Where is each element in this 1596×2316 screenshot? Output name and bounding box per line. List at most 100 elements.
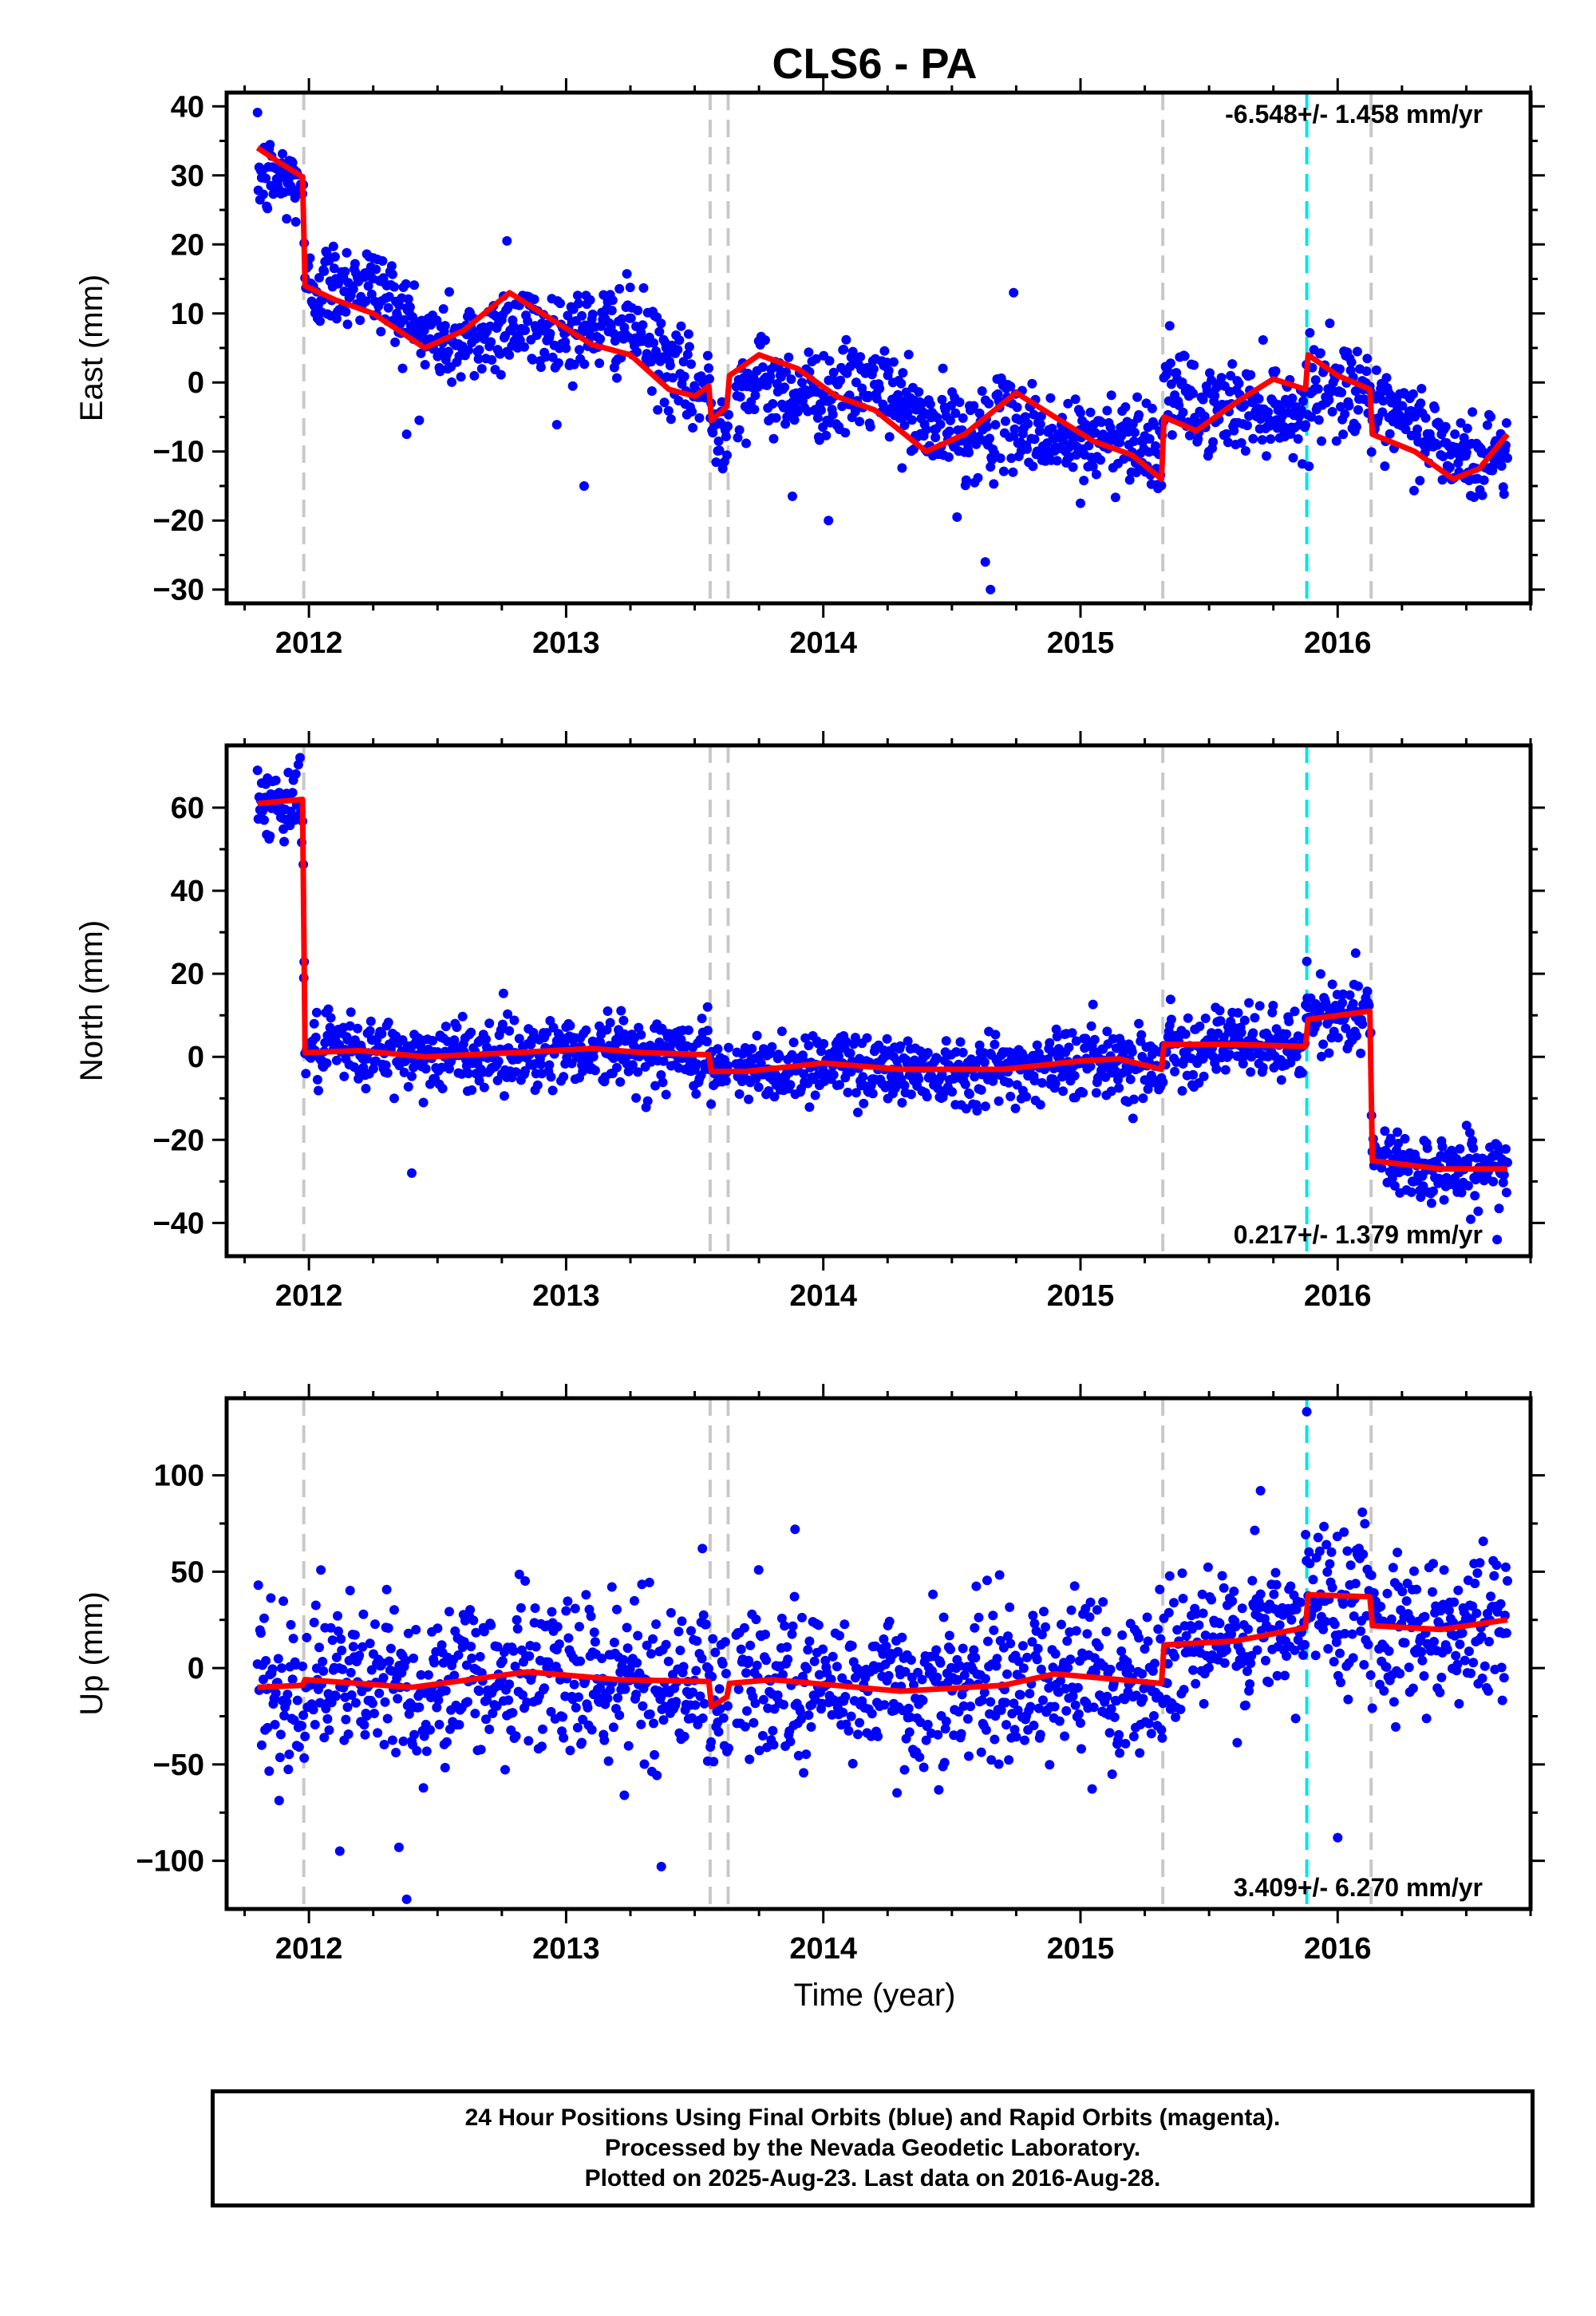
outlier-point — [986, 584, 996, 595]
data-point — [714, 1684, 725, 1694]
data-point — [804, 347, 814, 358]
data-point — [976, 1085, 986, 1095]
data-point — [449, 1035, 460, 1045]
data-point — [1460, 1655, 1470, 1666]
data-point — [360, 1729, 370, 1740]
data-point — [625, 1664, 635, 1674]
x-tick-label: 2016 — [1304, 1279, 1372, 1313]
data-point — [622, 1622, 632, 1633]
data-point — [996, 1705, 1006, 1715]
y-tick-label: 0 — [188, 1652, 204, 1686]
data-point — [753, 1565, 764, 1575]
data-point — [1426, 1198, 1436, 1208]
data-point — [553, 358, 563, 368]
data-point — [1073, 1709, 1084, 1719]
data-point — [851, 1088, 861, 1098]
data-point — [481, 1034, 491, 1045]
data-point — [1028, 461, 1038, 472]
data-point — [302, 1632, 312, 1642]
data-point — [1163, 1607, 1174, 1618]
data-point — [1078, 1088, 1088, 1098]
data-point — [1128, 437, 1139, 446]
data-point — [903, 1036, 913, 1046]
data-point — [1264, 1678, 1274, 1687]
data-point — [1149, 420, 1159, 430]
data-point — [1004, 1077, 1014, 1088]
data-point — [802, 1664, 812, 1674]
data-point — [824, 356, 835, 366]
data-point — [1071, 1626, 1081, 1636]
data-point — [1327, 406, 1337, 417]
data-point — [1001, 1697, 1010, 1708]
data-point — [1011, 1732, 1021, 1742]
data-point — [1128, 1113, 1138, 1124]
data-point — [387, 1735, 397, 1745]
data-point — [1050, 1649, 1061, 1659]
data-point — [1468, 1601, 1478, 1611]
data-point — [705, 373, 714, 384]
data-point — [527, 354, 538, 365]
data-point — [1210, 390, 1220, 401]
data-point — [636, 327, 646, 338]
data-point — [733, 433, 743, 443]
data-point — [1091, 469, 1101, 480]
data-point — [632, 347, 642, 358]
data-point — [322, 1713, 333, 1724]
data-point — [1421, 1713, 1432, 1724]
data-point — [1484, 1637, 1494, 1646]
data-point — [1301, 1529, 1311, 1539]
data-point — [1203, 1562, 1213, 1572]
data-point — [1464, 1153, 1474, 1164]
data-point — [1234, 378, 1244, 389]
y-tick-label: 50 — [171, 1555, 204, 1589]
data-point — [1203, 1662, 1214, 1673]
data-point — [1479, 475, 1489, 485]
data-point — [1280, 1670, 1290, 1681]
data-point — [1262, 451, 1271, 461]
data-point — [744, 1094, 754, 1105]
data-point — [363, 281, 373, 291]
data-point — [504, 1026, 515, 1036]
data-point — [1408, 389, 1418, 399]
data-point — [793, 1750, 804, 1761]
data-point — [694, 413, 705, 423]
data-point — [252, 108, 263, 117]
data-point — [1432, 440, 1443, 450]
data-point — [508, 1708, 518, 1718]
data-point — [913, 1667, 923, 1678]
data-point — [847, 1758, 858, 1769]
data-point — [282, 1690, 293, 1700]
data-point — [1243, 1624, 1253, 1634]
data-point — [263, 204, 273, 214]
data-point — [1063, 398, 1073, 409]
data-point — [602, 1006, 613, 1016]
data-point — [1158, 1077, 1168, 1088]
data-point — [1225, 1049, 1235, 1060]
data-point — [734, 425, 745, 435]
data-point — [1336, 401, 1345, 412]
data-point — [1363, 1639, 1373, 1650]
data-point — [1050, 1078, 1061, 1089]
data-point — [444, 1607, 454, 1617]
data-point — [832, 1662, 842, 1672]
data-point — [389, 1605, 399, 1615]
data-point — [397, 363, 408, 373]
chart-title: CLS6 - PA — [772, 40, 977, 88]
data-point — [933, 1729, 943, 1740]
data-point — [1134, 409, 1144, 420]
data-point — [572, 1722, 583, 1733]
data-point — [444, 346, 453, 357]
data-point — [492, 1701, 502, 1711]
data-point — [1090, 428, 1100, 438]
data-point — [365, 1026, 375, 1036]
data-point — [323, 1004, 334, 1014]
outlier-point — [824, 516, 834, 526]
data-point — [723, 1061, 733, 1071]
data-point — [796, 1714, 806, 1725]
data-point — [535, 362, 546, 373]
data-point — [1420, 1611, 1430, 1622]
data-point — [828, 1069, 839, 1080]
data-point — [724, 1042, 733, 1053]
data-point — [980, 1674, 990, 1684]
data-point — [394, 300, 405, 310]
